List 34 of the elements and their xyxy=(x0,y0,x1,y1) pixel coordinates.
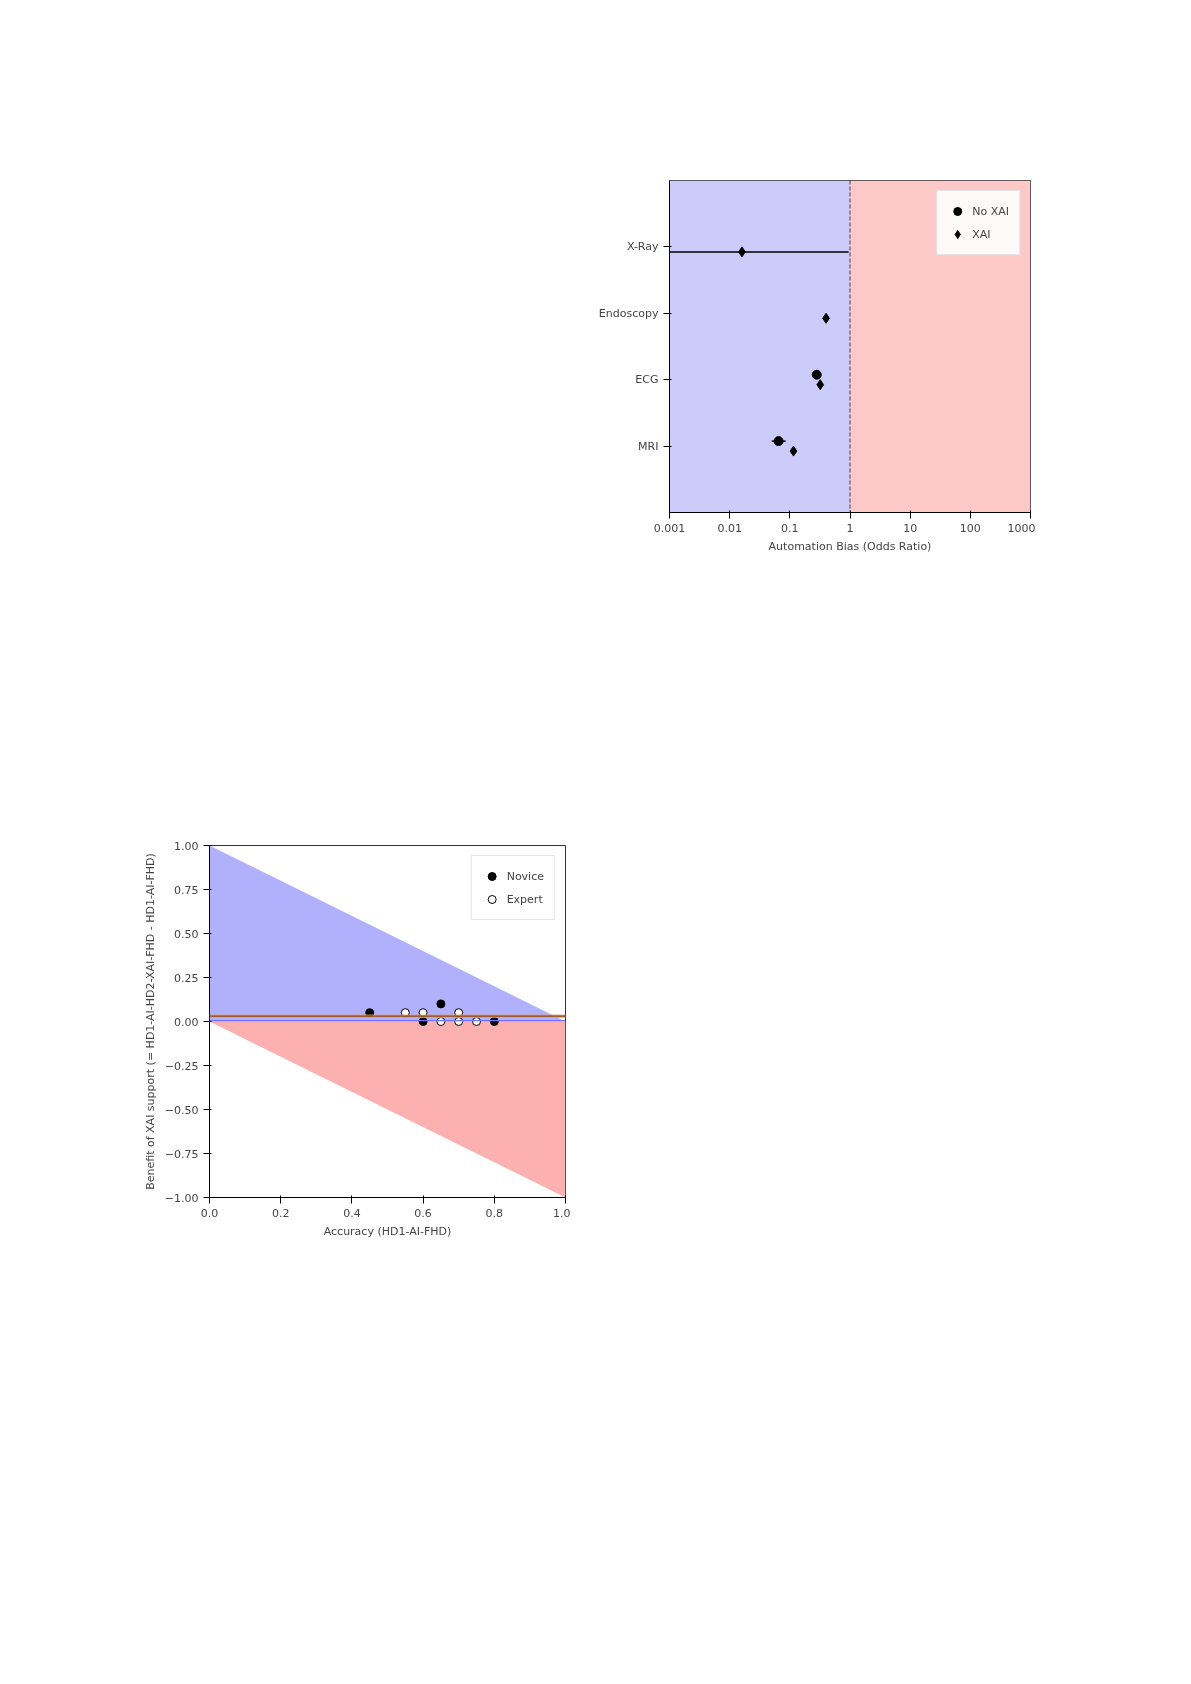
x-tick-label: 1 xyxy=(846,521,854,535)
point xyxy=(436,999,446,1009)
y-tick-label: −0.25 xyxy=(164,1059,199,1073)
legend-label: No XAI xyxy=(972,204,1009,218)
y-tick-label: −0.75 xyxy=(164,1147,199,1161)
x-tick-label: 0.4 xyxy=(343,1206,361,1220)
y-tick-label: 0.50 xyxy=(174,927,199,941)
x-axis-title: Accuracy (HD1-AI-FHD) xyxy=(323,1224,452,1238)
x-tick-label: 0.001 xyxy=(653,521,686,535)
x-tick-label: 100 xyxy=(959,521,981,535)
x-tick-label: 10 xyxy=(903,521,918,535)
x-tick-label: 1.0 xyxy=(553,1206,571,1220)
y-tick-label: ECG xyxy=(635,373,659,387)
legend-label: XAI xyxy=(972,227,992,241)
x-tick-label: 0.6 xyxy=(414,1206,432,1220)
y-tick-label: Endoscopy xyxy=(598,306,659,320)
y-tick-label: 0.25 xyxy=(174,971,199,985)
y-tick-label: −0.50 xyxy=(164,1103,199,1117)
x-axis-title: Automation Bias (Odds Ratio) xyxy=(768,539,932,553)
x-tick-label: 0.01 xyxy=(717,521,742,535)
y-tick-label: −1.00 xyxy=(164,1191,199,1205)
legend-label: Novice xyxy=(506,869,544,883)
x-tick-label: 0.2 xyxy=(271,1206,290,1220)
y-tick-label: 0.75 xyxy=(174,883,199,897)
legend-label: Expert xyxy=(506,892,543,906)
x-tick-label: 1000 xyxy=(1007,521,1036,535)
y-axis-title: Benefit of XAI support (= HD1-AI-HD2-XAI-FHD - HD1-AI-FHD) xyxy=(143,853,157,1190)
y-tick-label: X-Ray xyxy=(626,240,659,254)
x-tick-label: 0.0 xyxy=(200,1206,219,1220)
x-tick-label: 0.8 xyxy=(485,1206,504,1220)
y-tick-label: 0.00 xyxy=(174,1015,199,1029)
y-tick-label: MRI xyxy=(638,439,659,453)
y-tick-label: 1.00 xyxy=(174,839,199,853)
x-tick-label: 0.1 xyxy=(781,521,799,535)
